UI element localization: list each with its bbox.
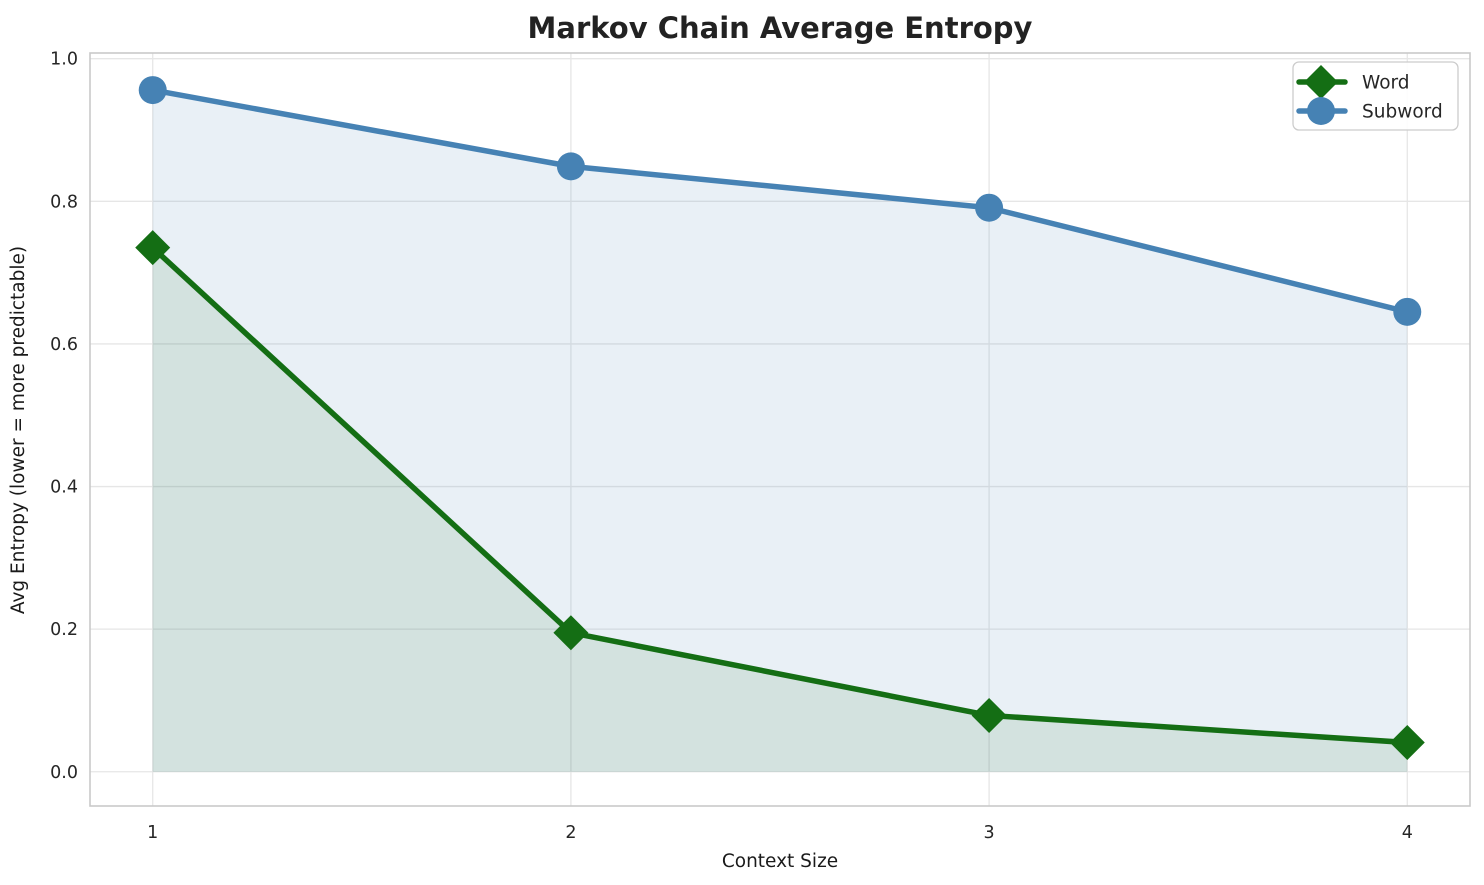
gridlines	[90, 53, 1470, 806]
y-tick-label: 0.4	[50, 478, 78, 498]
chart-title: Markov Chain Average Entropy	[528, 11, 1033, 45]
y-tick-label: 0.8	[50, 192, 78, 212]
legend: Word Subword	[1292, 61, 1459, 131]
series-lines	[149, 87, 1411, 746]
word-diamond-marker	[1389, 725, 1425, 761]
subword-circle-marker	[1393, 297, 1422, 326]
y-tick-label: 0.2	[50, 620, 78, 640]
word-diamond-marker	[971, 697, 1007, 733]
legend-circle-icon	[1307, 97, 1335, 125]
legend-item-subword: Subword	[1296, 97, 1443, 125]
x-axis-label: Context Size	[722, 851, 838, 872]
subword-area-fill	[152, 90, 1408, 772]
series-markers	[135, 76, 1425, 761]
y-tick-label: 0.0	[50, 763, 78, 783]
y-tick-labels: 0.0 0.2 0.4 0.6 0.8 1.0	[50, 50, 78, 783]
x-tick-label: 4	[1402, 823, 1413, 843]
x-tick-label: 1	[147, 823, 158, 843]
legend-label: Word	[1362, 73, 1410, 94]
y-tick-label: 1.0	[50, 50, 78, 70]
word-diamond-marker	[553, 615, 589, 651]
legend-item-word: Word	[1296, 65, 1410, 99]
x-tick-label: 2	[565, 823, 576, 843]
subword-circle-marker	[556, 152, 585, 181]
word-line	[149, 244, 1411, 746]
word-diamond-marker	[135, 230, 171, 266]
area-fills	[152, 90, 1408, 772]
subword-circle-marker	[975, 193, 1004, 222]
plot-border	[89, 52, 1471, 807]
y-tick-label: 0.6	[50, 335, 78, 355]
word-area-fill	[152, 247, 1408, 772]
x-tick-labels: 1 2 3 4	[147, 823, 1413, 843]
x-tick-label: 3	[984, 823, 995, 843]
subword-line	[149, 87, 1411, 315]
legend-diamond-icon	[1304, 65, 1338, 99]
subword-circle-marker	[138, 76, 167, 105]
legend-label: Subword	[1362, 102, 1443, 123]
y-axis-label: Avg Entropy (lower = more predictable)	[8, 246, 29, 614]
